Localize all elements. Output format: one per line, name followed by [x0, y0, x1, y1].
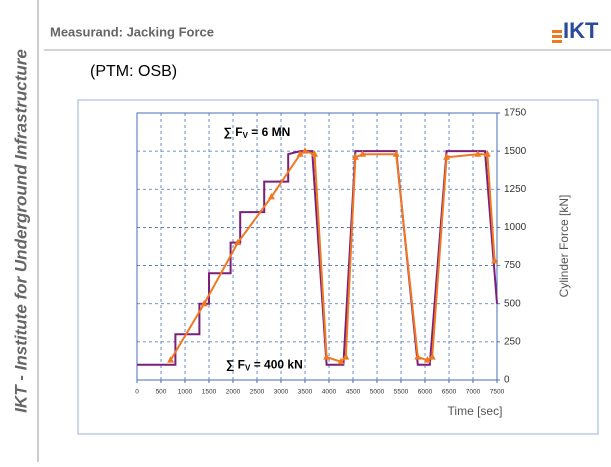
- x-tick-label: 3500: [298, 389, 313, 396]
- y-tick-label: 0: [504, 375, 510, 386]
- data-point: [234, 238, 242, 246]
- x-axis-label: Time [sec]: [448, 404, 503, 418]
- y-tick-label: 1250: [504, 184, 527, 195]
- subtitle: (PTM: OSB): [90, 63, 177, 80]
- y-tick-label: 1500: [504, 146, 527, 157]
- logo: IKT: [552, 18, 599, 43]
- data-point: [359, 150, 367, 157]
- x-tick-label: 1000: [178, 389, 193, 396]
- annotation-subscript: V: [243, 131, 249, 140]
- x-tick-label: 6500: [442, 389, 457, 396]
- annotation-subscript: V: [245, 364, 251, 373]
- data-point: [342, 353, 350, 360]
- x-tick-label: 4500: [346, 389, 361, 396]
- logo-bar: [552, 35, 562, 38]
- x-tick-label: 2500: [250, 389, 265, 396]
- header-title: Measurand: Jacking Force: [50, 24, 214, 39]
- data-point: [200, 299, 208, 307]
- logo-bar: [552, 30, 562, 33]
- data-point: [423, 356, 431, 363]
- logo-text: IKT: [563, 18, 599, 43]
- chart-frame: [77, 99, 599, 435]
- data-point: [414, 353, 422, 360]
- x-tick-label: 500: [156, 389, 167, 396]
- y-tick-label: 1000: [504, 222, 527, 233]
- x-tick-label: 3000: [274, 389, 289, 396]
- annotation-part: ∑ F: [223, 125, 242, 139]
- annotation: ∑ FV = 6 MN: [223, 125, 290, 140]
- x-tick-label: 1500: [202, 389, 217, 396]
- data-point: [351, 153, 359, 160]
- data-point: [267, 192, 275, 200]
- data-point: [311, 150, 319, 157]
- y-tick-label: 250: [504, 336, 521, 347]
- x-tick-label: 4000: [322, 389, 337, 396]
- x-tick-label: 5000: [370, 389, 385, 396]
- x-tick-label: 5500: [394, 389, 409, 396]
- x-tick-label: 6000: [418, 389, 433, 396]
- annotation-part: = 400 kN: [250, 358, 302, 372]
- x-tick-label: 7500: [490, 389, 505, 396]
- data-point: [167, 356, 175, 363]
- x-tick-label: 0: [135, 389, 139, 396]
- data-point: [474, 150, 482, 157]
- data-point: [323, 353, 331, 360]
- annotation-part: = 6 MN: [248, 125, 290, 139]
- data-line: [169, 150, 496, 363]
- logo-bar: [552, 40, 562, 43]
- annotation: ∑ FV = 400 kN: [226, 358, 303, 373]
- y-tick-label: 750: [504, 260, 521, 271]
- x-tick-label: 7000: [466, 389, 481, 396]
- data-point: [428, 353, 436, 360]
- data-point: [443, 153, 451, 160]
- data-point: [301, 147, 309, 154]
- data-point: [483, 150, 491, 157]
- data-point: [337, 357, 345, 365]
- x-tick-label: 2000: [226, 389, 241, 396]
- annotation-part: ∑ F: [226, 358, 245, 372]
- y-tick-label: 1750: [504, 108, 527, 119]
- y-tick-label: 500: [504, 298, 521, 309]
- sidebar-text: IKT - Institute for Underground Infrastr…: [11, 49, 30, 413]
- y-axis-label: Cylinder Force [kN]: [557, 195, 571, 298]
- data-point: [491, 256, 499, 264]
- data-point: [296, 150, 304, 157]
- data-point: [392, 150, 400, 157]
